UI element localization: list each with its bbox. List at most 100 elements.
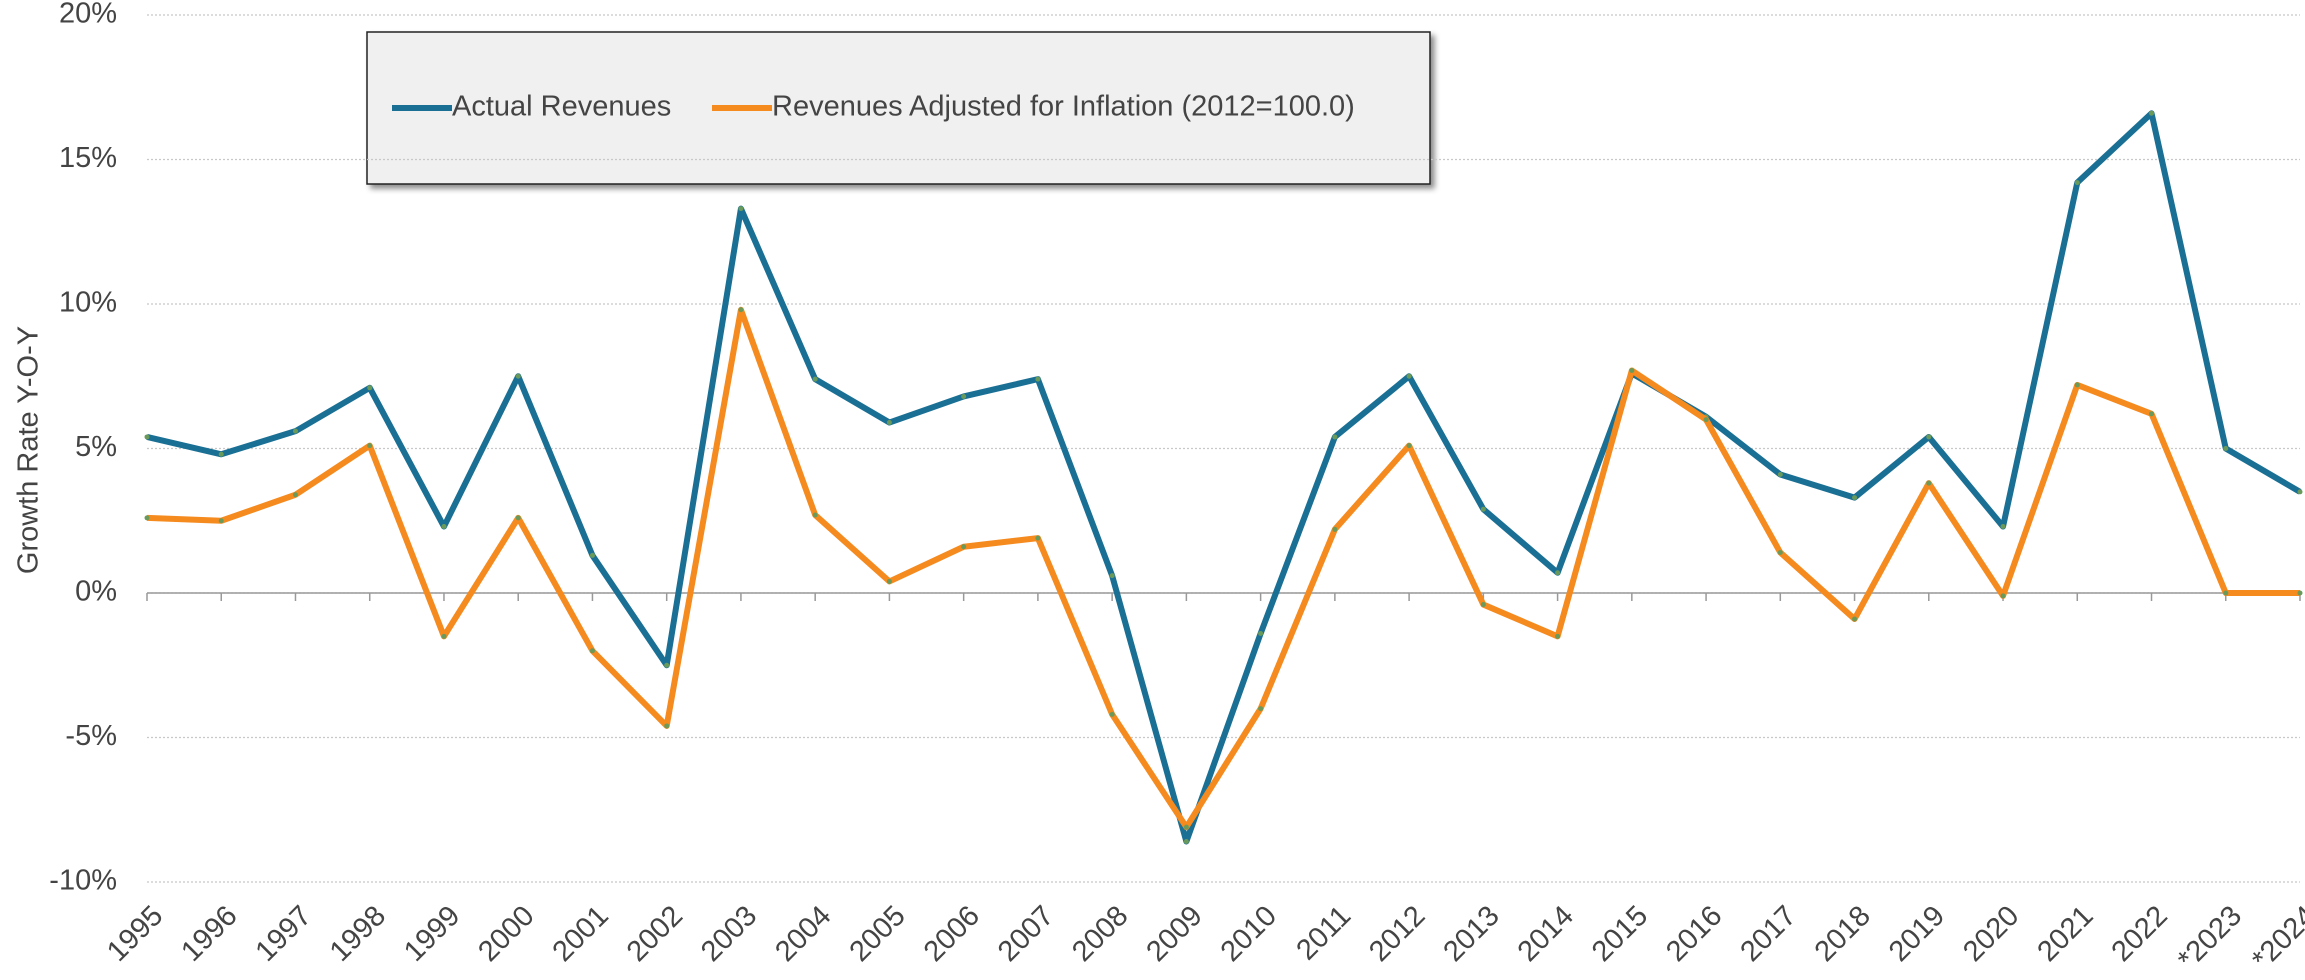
x-tick-label: 2008 [1066,900,1134,968]
point [1777,472,1783,478]
legend-label: Revenues Adjusted for Inflation (2012=10… [772,91,1355,123]
x-tick-label: 2012 [1363,900,1431,968]
point [2074,180,2080,186]
x-tick-label: 2010 [1215,900,1283,968]
x-tick-label: 2013 [1437,900,1505,968]
x-tick-label: 2015 [1586,900,1654,968]
y-tick-label: 5% [75,431,117,463]
point [1035,535,1041,541]
point [1629,367,1635,373]
x-tick-label: 2009 [1140,900,1208,968]
x-tick-label: 2017 [1734,900,1802,968]
point [2223,446,2229,451]
point [367,443,373,449]
point [886,419,892,425]
x-tick-label: 2022 [2106,900,2174,968]
point [1480,602,1486,608]
point [1555,570,1561,576]
point [1406,443,1412,449]
point [2297,489,2303,495]
point [515,373,521,379]
series-line [146,306,2300,831]
point [2149,411,2155,417]
y-tick-label: -10% [49,865,117,897]
point [2297,590,2303,596]
x-tick-label: 1996 [175,900,243,968]
point [1035,376,1041,382]
point [886,578,892,584]
series-line [146,110,2302,845]
x-tick-label: 2005 [844,900,912,968]
x-tick-label: 2016 [1660,900,1728,968]
x-tick-label: 1999 [398,900,466,968]
x-tick-label: 2004 [769,900,837,968]
point [1258,706,1264,712]
x-tick-label: 2019 [1883,900,1951,968]
point [589,552,595,558]
point [1926,434,1932,440]
y-tick-label: 20% [59,0,117,30]
y-tick-label: 0% [75,576,117,608]
point [2074,382,2080,388]
point [1183,839,1189,845]
x-tick-label: 2006 [918,900,986,968]
x-tick-label: 2014 [1512,900,1580,968]
point [218,451,224,457]
point [2000,524,2006,530]
point [2149,110,2155,116]
point [1406,373,1412,379]
x-tick-label: 1998 [324,900,392,968]
point [515,515,521,521]
y-axis-label: Growth Rate Y-O-Y [13,326,45,574]
x-tick-label: 2000 [472,900,540,968]
point [1109,573,1115,579]
point [1852,616,1858,622]
point [1703,417,1709,423]
point [1332,526,1338,532]
point [218,518,224,524]
point [292,492,298,498]
x-tick-label: 2011 [1290,900,1357,967]
point [738,206,744,212]
x-tick-label: 2020 [1957,900,2025,968]
legend-box [366,31,1431,185]
point [738,307,744,313]
x-tick-label: 2021 [2031,900,2099,968]
point [441,633,447,639]
point [292,428,298,434]
point [1555,633,1561,639]
point [812,512,818,518]
point [144,515,150,521]
point [664,662,670,668]
x-tick-label: 2007 [992,900,1060,968]
point [961,393,967,399]
x-tick-label: 2002 [621,900,689,968]
x-tick-label: *2024 [2246,900,2305,976]
point [589,648,595,654]
x-tick-label: 2003 [695,900,763,968]
point [1332,434,1338,440]
point [2223,590,2229,596]
point [812,376,818,382]
x-tick-label: 2018 [1809,900,1877,968]
x-tick-label: 2001 [547,900,615,968]
x-tick-label: 1997 [250,900,318,968]
x-tick-label: *2023 [2172,900,2248,976]
point [1926,480,1932,486]
y-tick-label: 10% [59,287,117,319]
legend-label: Actual Revenues [452,91,671,123]
point [144,434,150,440]
y-tick-label: -5% [65,720,117,752]
x-tick-label: 1995 [101,900,169,968]
point [1258,630,1264,636]
point [1109,711,1115,717]
point [367,385,373,391]
point [441,524,447,530]
point [961,544,967,550]
point [1777,550,1783,556]
point [1852,495,1858,501]
point [1480,506,1486,512]
y-tick-label: 15% [59,142,117,174]
point [1183,824,1189,830]
